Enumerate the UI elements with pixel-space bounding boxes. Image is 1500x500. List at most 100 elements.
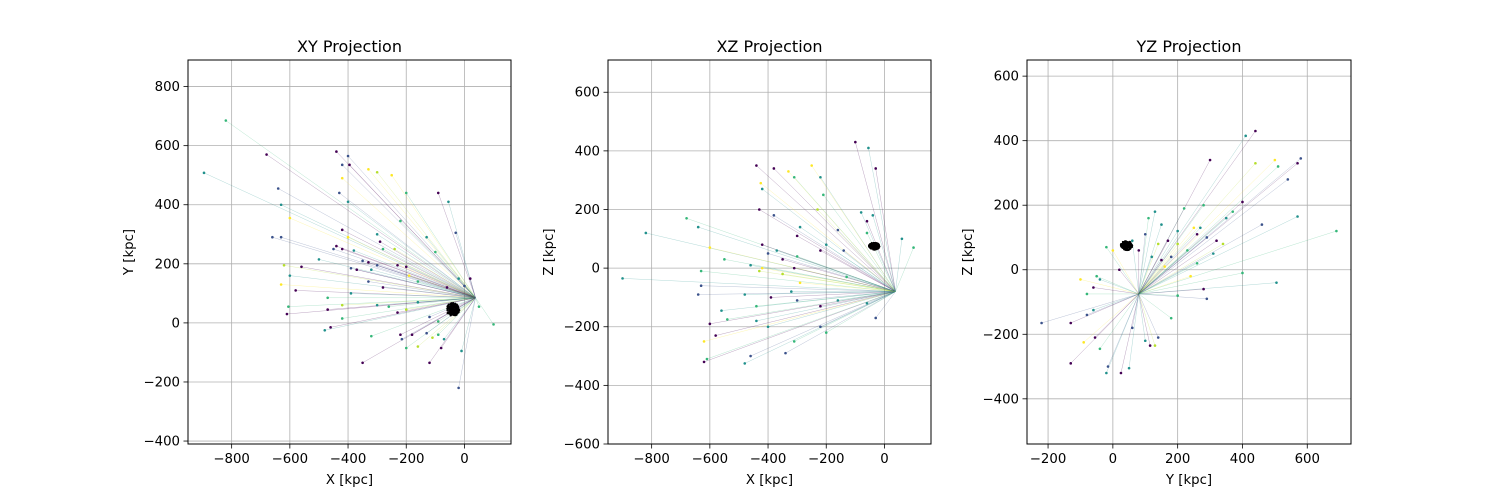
xz-host-cluster <box>868 241 881 251</box>
xy-trajectory-line <box>475 297 494 325</box>
xy-trajectory-line <box>349 164 476 298</box>
yz-trajectory-line <box>1138 293 1156 346</box>
yz-trajectory-line <box>1138 293 1178 296</box>
yz-satellite-point <box>1275 281 1278 284</box>
yz-trajectory-line <box>1070 293 1139 364</box>
xz-satellite-point <box>699 284 703 288</box>
yz-satellite-point <box>1186 249 1189 252</box>
yz-trajectory-line <box>1138 259 1162 295</box>
yz-satellite-point <box>1156 242 1160 246</box>
xy-trajectory-line <box>379 241 476 299</box>
yz-x-axis-label: Y [kpc] <box>1165 473 1212 488</box>
yz-satellite-point <box>1176 242 1179 246</box>
xz-x-tick-label: −200 <box>808 452 845 467</box>
xy-trajectory-line <box>400 297 476 335</box>
yz-trajectory-line <box>1138 211 1233 295</box>
yz-host-particle <box>1122 240 1125 244</box>
xz-trajectory-line <box>866 221 896 292</box>
yz-satellite-point <box>1160 223 1163 226</box>
xy-y-tick-label: −400 <box>143 435 180 450</box>
xy-satellite-point <box>468 277 472 280</box>
xy-trajectory-line <box>411 297 476 335</box>
yz-satellite-point <box>1212 252 1215 255</box>
xy-satellite-point <box>279 203 283 207</box>
xy-projection-panel: −800 −600 −400 −200 0 −400 −200 0 200 400 600 800 X… <box>122 37 512 488</box>
xy-satellite-point <box>375 232 379 236</box>
yz-trajectory-line <box>1138 293 1159 338</box>
yz-trajectory-line <box>1070 293 1139 324</box>
xy-satellite-point <box>265 153 268 156</box>
xy-trajectory-line <box>417 281 476 299</box>
xy-host-particle <box>448 309 452 312</box>
yz-satellite-point <box>1176 229 1179 233</box>
xz-trajectory-line <box>782 273 896 292</box>
yz-satellite-point <box>1143 339 1147 343</box>
xz-satellite-point <box>621 277 624 280</box>
yz-satellite-point <box>1153 210 1157 213</box>
xz-trajectory-line <box>744 291 896 295</box>
xz-x-tick-label: −400 <box>750 452 787 467</box>
xz-satellite-point <box>705 357 709 361</box>
xz-satellite-point <box>769 296 773 299</box>
xy-y-tick-label: −200 <box>143 375 180 390</box>
xz-trajectory-line <box>794 177 896 292</box>
xz-trajectory-line <box>843 250 896 292</box>
xz-trajectory-line <box>788 171 896 292</box>
yz-satellite-point <box>1111 249 1115 252</box>
xy-satellite-point <box>349 292 353 295</box>
xz-trajectory-line <box>872 215 896 292</box>
xy-host-particle <box>456 309 459 312</box>
yz-trajectory-line <box>1138 217 1227 295</box>
xy-satellite-points <box>202 119 495 390</box>
xy-trajectory-line <box>368 169 476 298</box>
xz-satellite-point <box>795 299 799 302</box>
xy-trajectory-line <box>266 154 476 298</box>
xz-satellite-point <box>772 167 776 170</box>
xy-trajectory-line <box>339 192 476 298</box>
xy-satellite-point <box>381 286 385 289</box>
xy-x-tick-label: −600 <box>272 452 309 467</box>
yz-trajectory-line <box>1138 166 1279 295</box>
xy-trajectory-line <box>417 297 476 347</box>
yz-x-tick-label: 400 <box>1230 452 1255 467</box>
yz-satellite-point <box>1202 203 1205 207</box>
xz-trajectory-line <box>773 215 896 292</box>
yz-satellite-point <box>1221 242 1225 246</box>
xy-trajectory-line <box>470 278 476 298</box>
yz-trajectory-line <box>1128 293 1140 369</box>
yz-satellite-point <box>1153 344 1157 347</box>
yz-trajectory-line <box>1094 293 1139 338</box>
xz-trajectory-line <box>686 218 896 292</box>
yz-trajectory-line <box>1138 293 1172 319</box>
xz-satellite-point <box>792 175 796 179</box>
yz-satellite-point <box>1069 362 1073 365</box>
xy-satellite-point <box>329 326 332 329</box>
xy-trajectory-line <box>382 248 476 299</box>
xy-satellite-point <box>404 308 408 311</box>
yz-x-tick-label: 200 <box>1165 452 1190 467</box>
xz-trajectory-line <box>709 291 896 325</box>
xz-satellite-point <box>760 187 764 191</box>
xz-trajectory-line <box>701 285 896 292</box>
yz-y-tick-label: 600 <box>994 70 1019 85</box>
yz-trajectory-line <box>1138 293 1207 300</box>
xz-y-tick-label: −400 <box>563 379 600 394</box>
xz-satellite-point <box>795 255 799 258</box>
yz-satellite-point <box>1169 255 1173 259</box>
xy-satellite-point <box>404 346 408 350</box>
xy-host-particle <box>454 305 458 308</box>
xy-trajectory-line <box>377 297 476 306</box>
xz-trajectory-line <box>767 291 896 327</box>
yz-trajectory-line <box>1138 293 1146 341</box>
xz-satellite-point <box>699 269 703 273</box>
xy-satellite-point <box>428 361 431 365</box>
yz-satellite-point <box>1276 165 1280 168</box>
xz-x-axis-label: X [kpc] <box>746 473 793 488</box>
yz-trajectory-line <box>1138 240 1217 295</box>
yz-trajectory-line <box>1093 293 1139 311</box>
xy-trajectory-line <box>417 297 476 303</box>
xz-satellite-point <box>798 281 802 285</box>
xz-trajectory-line <box>797 291 896 301</box>
xy-host-particle <box>450 303 453 306</box>
